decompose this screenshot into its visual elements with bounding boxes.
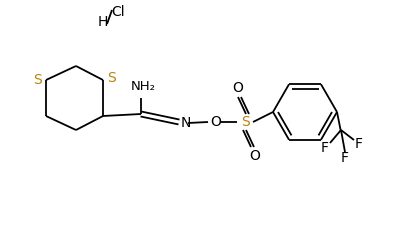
Text: F: F [341, 151, 349, 165]
Text: O: O [250, 149, 260, 163]
Text: S: S [242, 115, 250, 129]
Text: N: N [181, 116, 191, 130]
Text: S: S [107, 71, 117, 85]
Text: O: O [233, 81, 243, 95]
Text: H: H [98, 15, 108, 29]
Text: F: F [355, 137, 363, 151]
Text: O: O [211, 115, 222, 129]
Text: S: S [33, 73, 41, 87]
Text: Cl: Cl [111, 5, 125, 19]
Text: F: F [321, 141, 329, 155]
Text: NH₂: NH₂ [130, 80, 156, 92]
